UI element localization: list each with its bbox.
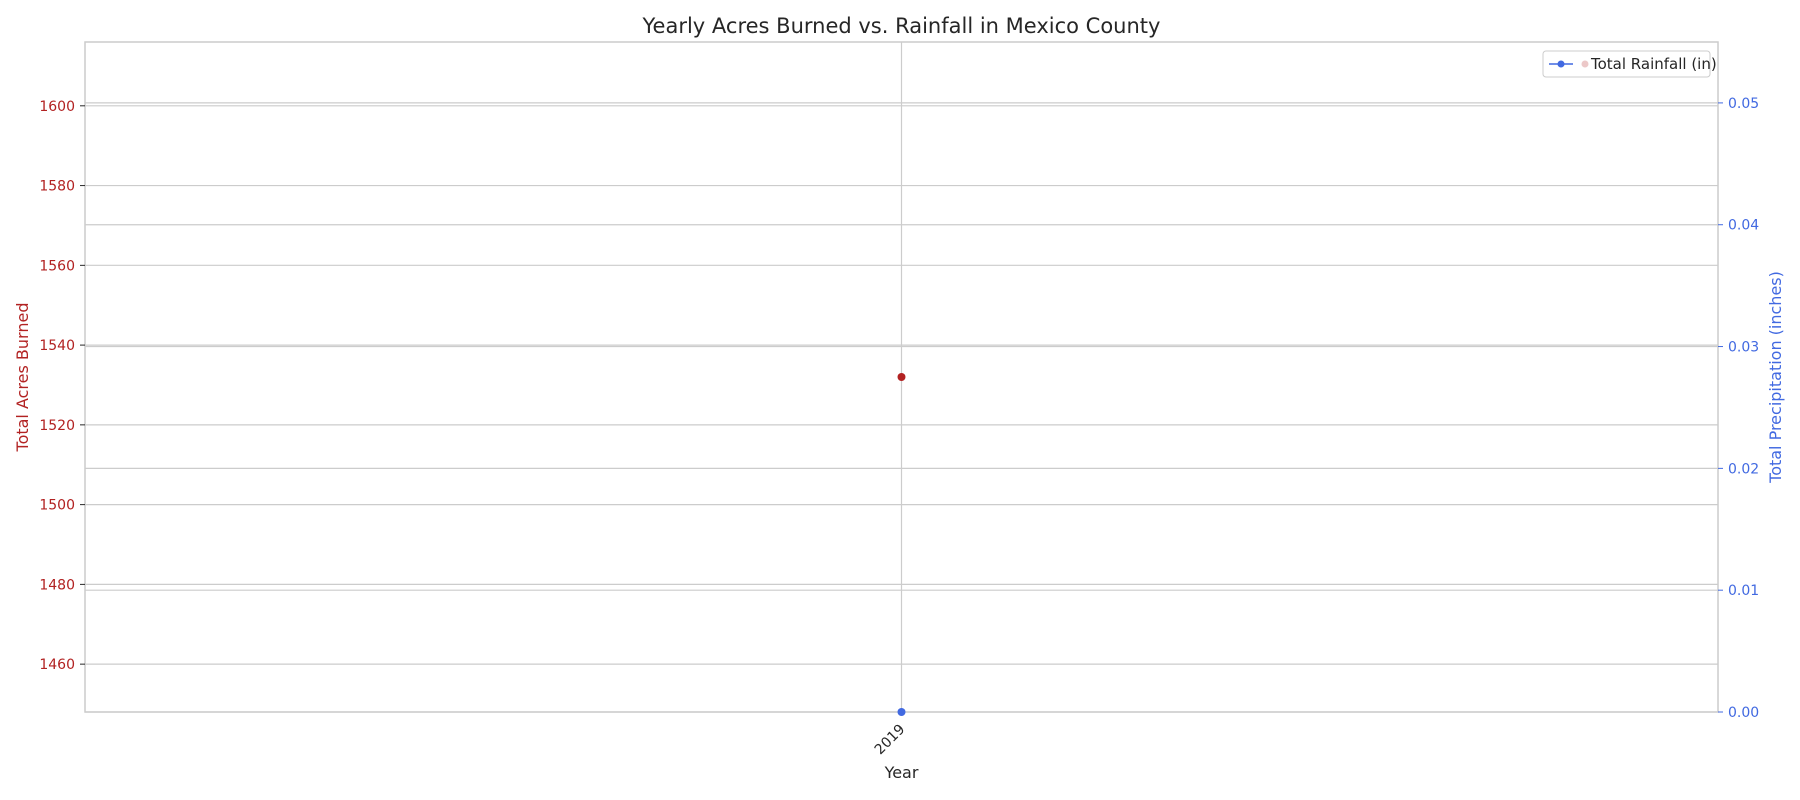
left-tick-label-1560: 1560 <box>39 258 75 274</box>
left-tick-label-1600: 1600 <box>39 99 75 115</box>
legend-marker-acres-faded <box>1581 60 1589 68</box>
right-axis-ticks: 0.00 0.01 0.02 0.03 0.04 0.05 <box>1718 96 1759 721</box>
grid-lines <box>85 42 1718 713</box>
point-acres-2019 <box>897 373 906 381</box>
left-tick-label-1460: 1460 <box>39 657 75 673</box>
left-axis-ticks: 1460 1480 1500 1520 1540 1560 1580 1600 <box>39 99 85 673</box>
chart-title: Yearly Acres Burned vs. Rainfall in Mexi… <box>642 14 1161 38</box>
data-points <box>897 373 906 716</box>
left-tick-label-1580: 1580 <box>39 179 75 195</box>
right-tick-label-2: 0.02 <box>1728 461 1759 477</box>
x-tick-label-2019: 2019 <box>872 722 909 759</box>
left-tick-label-1540: 1540 <box>39 338 75 354</box>
right-tick-label-3: 0.03 <box>1728 340 1759 356</box>
right-tick-label-5: 0.05 <box>1728 96 1759 112</box>
right-tick-label-0: 0.00 <box>1728 705 1759 721</box>
right-tick-label-4: 0.04 <box>1728 218 1759 234</box>
left-tick-label-1500: 1500 <box>39 498 75 514</box>
x-axis-title: Year <box>884 763 919 782</box>
right-tick-label-1: 0.01 <box>1728 583 1759 599</box>
legend-label-rainfall: Total Rainfall (in) <box>1590 55 1717 73</box>
legend-marker-rainfall <box>1557 60 1565 68</box>
legend: Total Rainfall (in) <box>1542 50 1717 78</box>
left-axis-title: Total Acres Burned <box>13 303 32 453</box>
legend-box <box>1542 50 1711 78</box>
right-axis-title: Total Precipitation (inches) <box>1766 271 1785 484</box>
x-axis-ticks: 2019 <box>872 722 909 759</box>
left-tick-label-1480: 1480 <box>39 577 75 593</box>
left-tick-label-1520: 1520 <box>39 418 75 434</box>
point-rainfall-2019 <box>897 708 906 716</box>
